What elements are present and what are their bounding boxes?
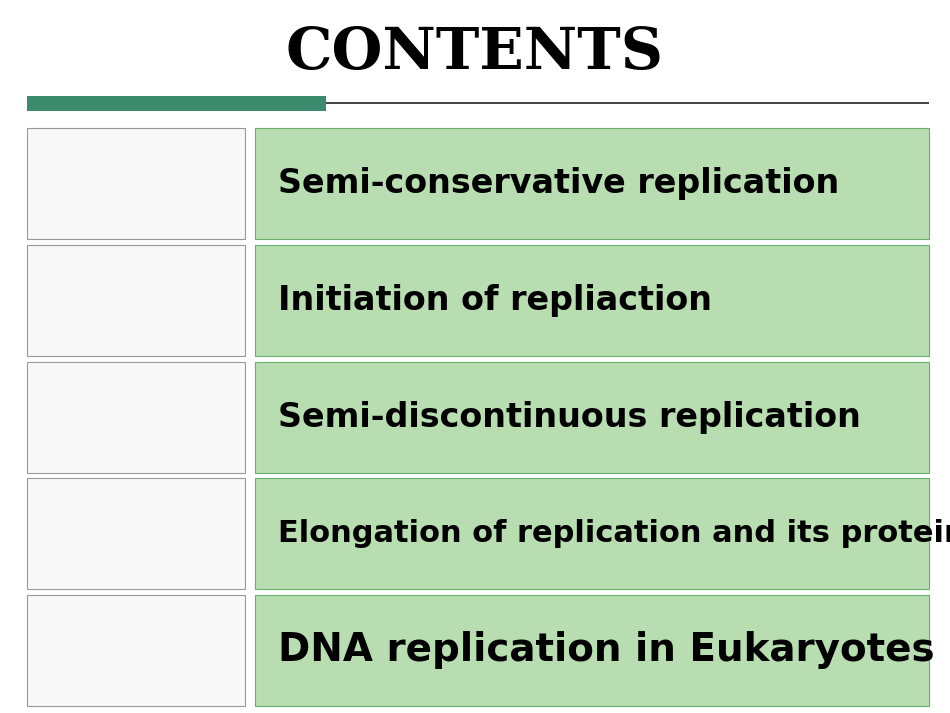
- Text: Semi-conservative replication: Semi-conservative replication: [278, 168, 840, 200]
- Bar: [27, 245, 245, 356]
- Bar: [27, 361, 245, 473]
- Bar: [255, 361, 929, 473]
- Text: Initiation of repliaction: Initiation of repliaction: [278, 284, 712, 317]
- Bar: [255, 245, 929, 356]
- Text: CONTENTS: CONTENTS: [286, 26, 664, 81]
- Bar: [255, 595, 929, 706]
- Bar: [255, 478, 929, 589]
- Bar: [27, 128, 245, 240]
- Text: DNA replication in Eukaryotes: DNA replication in Eukaryotes: [278, 632, 935, 670]
- Text: Elongation of replication and its proteins.: Elongation of replication and its protei…: [278, 519, 950, 548]
- Text: Semi-discontinuous replication: Semi-discontinuous replication: [278, 401, 862, 434]
- Bar: [27, 96, 326, 111]
- Bar: [255, 128, 929, 240]
- Bar: [27, 595, 245, 706]
- Bar: [27, 478, 245, 589]
